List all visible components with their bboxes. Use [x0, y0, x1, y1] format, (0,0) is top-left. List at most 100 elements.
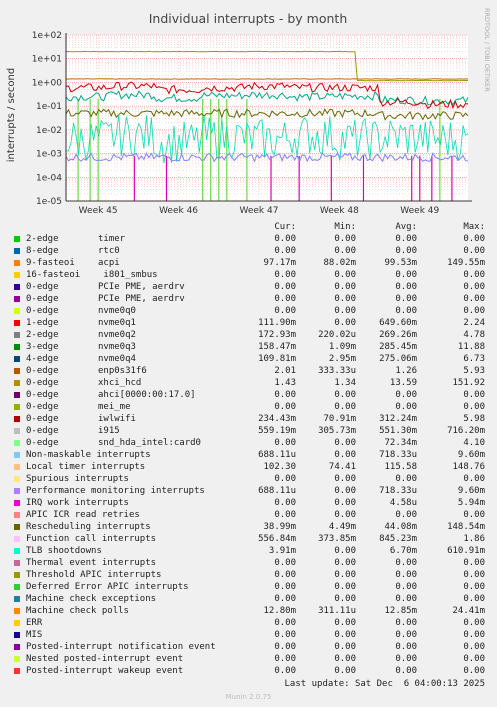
legend-swatch	[14, 440, 20, 446]
x-tick-label: Week 48	[320, 206, 359, 216]
legend-cur: 158.47m	[258, 342, 296, 352]
legend-row: 3-edge nvme0q3 158.47m 1.09m 285.45m 11.88	[0, 341, 497, 353]
legend-max: 0.00	[463, 306, 485, 316]
legend-swatch	[14, 368, 20, 374]
legend-max: 0.00	[463, 294, 485, 304]
legend-min: 74.41	[328, 462, 356, 472]
legend-name: 2-edge	[26, 330, 59, 340]
legend-max: 148.54m	[447, 522, 485, 532]
legend-max: 1.86	[463, 534, 485, 544]
legend-swatch	[14, 248, 20, 254]
legend-desc: timer	[98, 234, 126, 244]
legend-name: 4-edge	[26, 354, 59, 364]
legend-avg: 0.00	[395, 390, 417, 400]
y-tick-label: 1e-02	[36, 126, 62, 136]
legend-row: 0-edge i915 559.19m 305.73m 551.30m 716.20m	[0, 425, 497, 437]
legend-name: 0-edge	[26, 414, 59, 424]
x-tick-label: Week 47	[239, 206, 278, 216]
last-update: Last update: Sat Dec 6 04:00:13 2025	[284, 679, 485, 689]
legend-avg: 0.00	[395, 594, 417, 604]
legend-min: 0.00	[334, 450, 356, 460]
legend-max: 0.00	[463, 654, 485, 664]
legend-row: ERR 0.00 0.00 0.00 0.00	[0, 617, 497, 629]
legend-cur: 0.00	[274, 558, 296, 568]
legend-avg: 845.23m	[379, 534, 417, 544]
y-tick-label: 1e-04	[36, 173, 62, 183]
legend-row: Local timer interrupts 102.30 74.41 115.58 1…	[0, 461, 497, 473]
legend-name: Local timer interrupts	[26, 462, 146, 472]
legend-cur: 172.93m	[258, 330, 296, 340]
legend-max: 2.24	[463, 318, 485, 328]
legend-avg: 0.00	[395, 630, 417, 640]
legend-max: 151.92	[452, 378, 485, 388]
legend-max: 0.00	[463, 558, 485, 568]
legend-desc: xhci_hcd	[98, 378, 142, 388]
series-line	[65, 108, 469, 121]
legend-row: Posted-interrupt notification event 0.00 0…	[0, 641, 497, 653]
legend-row: 0-edge PCIe PME, aerdrv 0.00 0.00 0.00 0.00	[0, 281, 497, 293]
legend-max: 0.00	[463, 570, 485, 580]
y-tick-label: 1e+00	[32, 78, 63, 88]
legend-row: 8-edge rtc0 0.00 0.00 0.00 0.00	[0, 245, 497, 257]
series-line	[65, 50, 469, 82]
legend-swatch	[14, 584, 20, 590]
legend-row: Threshold APIC interrupts 0.00 0.00 0.00 0.0…	[0, 569, 497, 581]
legend-name: Posted-interrupt wakeup event	[26, 666, 184, 676]
legend-min: 0.00	[334, 570, 356, 580]
legend-row: 2-edge nvme0q2 172.93m 220.02u 269.26m 4.78	[0, 329, 497, 341]
legend-max: 6.73	[463, 354, 485, 364]
y-tick-label: 1e+02	[32, 31, 62, 41]
legend-cur: 102.30	[263, 462, 296, 472]
legend-row: TLB shootdowns 3.91m 0.00 6.70m 610.91m	[0, 545, 497, 557]
legend-name: Machine check exceptions	[26, 594, 157, 604]
legend-avg: 0.00	[395, 246, 417, 256]
legend-min: 0.00	[334, 666, 356, 676]
legend-min: 0.00	[334, 498, 356, 508]
legend-avg: 0.00	[395, 618, 417, 628]
legend-swatch	[14, 296, 20, 302]
legend-max: 11.88	[457, 342, 485, 352]
legend-avg: 0.00	[395, 666, 417, 676]
legend-avg: 551.30m	[379, 426, 417, 436]
header-min: Min:	[334, 222, 356, 232]
legend-min: 373.85m	[318, 534, 356, 544]
legend-row: 0-edge nvme0q0 0.00 0.00 0.00 0.00	[0, 305, 497, 317]
legend-avg: 0.00	[395, 282, 417, 292]
legend-desc: nvme0q0	[98, 306, 136, 316]
legend-max: 5.94m	[457, 498, 485, 508]
legend-swatch	[14, 272, 20, 278]
legend-min: 70.91m	[323, 414, 356, 424]
legend-cur: 0.00	[274, 618, 296, 628]
series-line	[65, 81, 469, 110]
legend-swatch	[14, 356, 20, 362]
legend-desc: ahci[0000:00:17.0]	[98, 390, 196, 400]
legend-name: 0-edge	[26, 438, 59, 448]
legend-min: 0.00	[334, 306, 356, 316]
legend-row: IRQ work interrupts 0.00 0.00 4.58u 5.94m	[0, 497, 497, 509]
legend-row: 0-edge iwlwifi 234.43m 70.91m 312.24m 5.98	[0, 413, 497, 425]
legend-cur: 0.00	[274, 594, 296, 604]
legend-name: Nested posted-interrupt event	[26, 654, 184, 664]
legend-avg: 1.26	[395, 366, 417, 376]
legend-desc: rtc0	[98, 246, 120, 256]
legend-row: Nested posted-interrupt event 0.00 0.00 0.0…	[0, 653, 497, 665]
legend-cur: 3.91m	[268, 546, 296, 556]
legend-max: 24.41m	[452, 606, 485, 616]
legend-desc: nvme0q4	[98, 354, 136, 364]
legend-max: 0.00	[463, 234, 485, 244]
legend-cur: 0.00	[274, 402, 296, 412]
legend-swatch	[14, 476, 20, 482]
legend-name: Threshold APIC interrupts	[26, 570, 162, 580]
interrupts-chart: Individual interrupts - by month RRDTOOL…	[6, 8, 491, 216]
legend-name: 0-edge	[26, 402, 59, 412]
legend-max: 0.00	[463, 582, 485, 592]
legend-min: 333.33u	[318, 366, 356, 376]
legend-cur: 1.43	[274, 378, 296, 388]
legend-avg: 275.06m	[379, 354, 417, 364]
legend-row: 2-edge timer 0.00 0.00 0.00 0.00	[0, 233, 497, 245]
header-cur: Cur:	[274, 222, 296, 232]
legend-swatch	[14, 464, 20, 470]
legend-max: 0.00	[463, 270, 485, 280]
legend-name: 16-fasteoi	[26, 270, 81, 280]
legend-avg: 0.00	[395, 570, 417, 580]
